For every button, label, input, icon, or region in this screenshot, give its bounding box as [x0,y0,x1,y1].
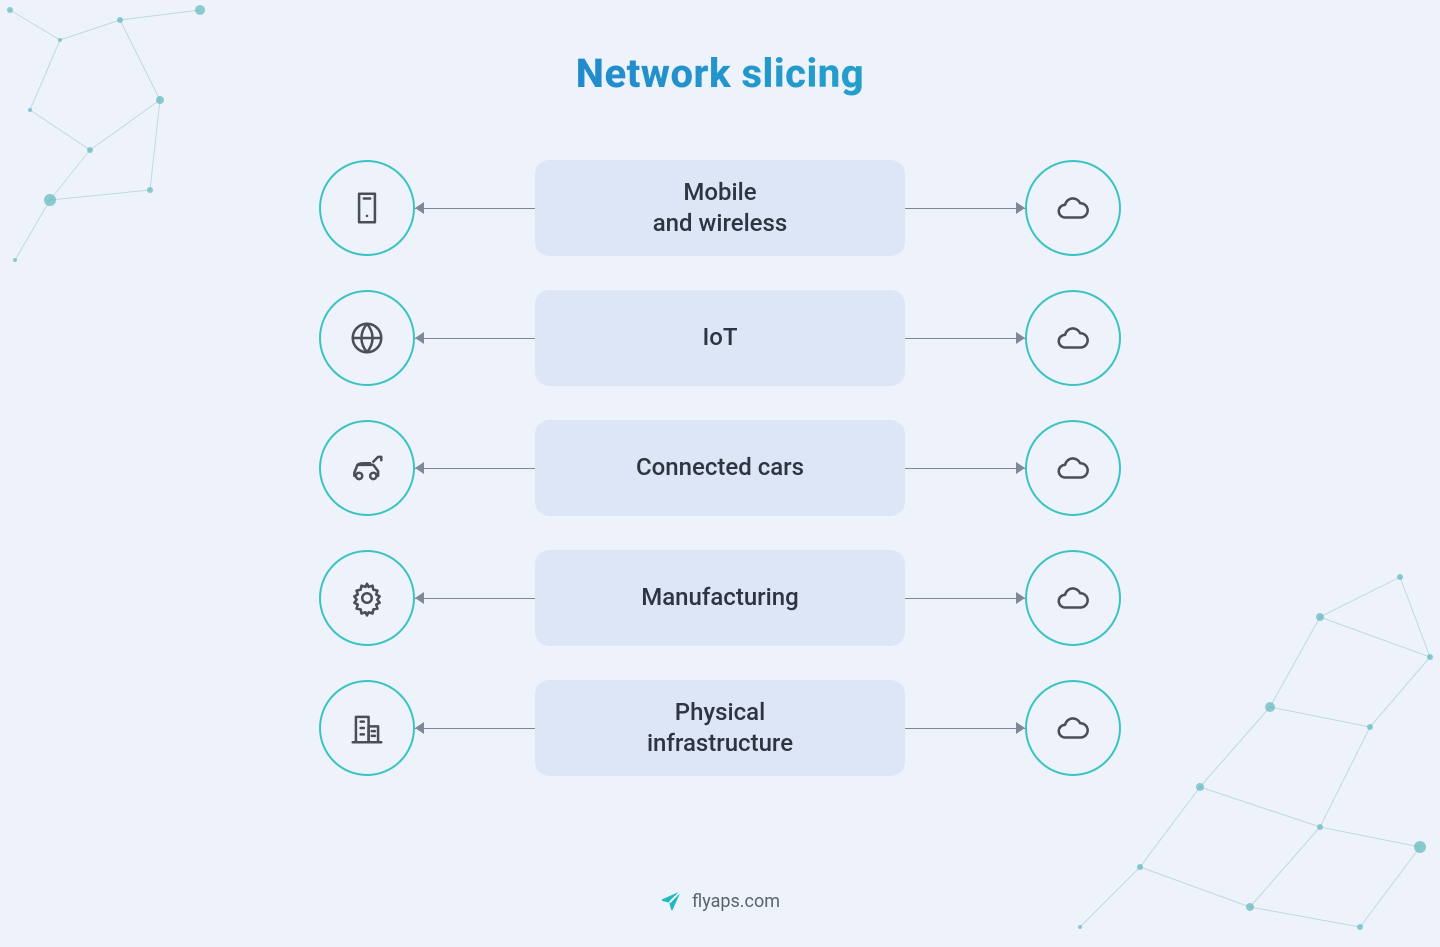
arrow-left [415,468,535,469]
cloud-icon [1054,449,1092,487]
footer: flyaps.com [0,890,1440,912]
circle-cloud [1025,420,1121,516]
circle-server [319,160,415,256]
arrow-left [415,728,535,729]
footer-text: flyaps.com [692,891,780,912]
circle-cloud [1025,680,1121,776]
slice-row: IoT [319,290,1121,386]
circle-ev-car [319,420,415,516]
arrow-right [905,468,1025,469]
cloud-icon [1054,579,1092,617]
slice-box: Connected cars [535,420,905,516]
slice-label: Mobile and wireless [653,177,788,239]
paper-plane-icon [660,890,682,912]
slice-row: Connected cars [319,420,1121,516]
slice-box: Manufacturing [535,550,905,646]
page-title: Network slicing [0,50,1440,97]
slice-label: Manufacturing [641,582,798,613]
circle-cloud [1025,550,1121,646]
cloud-icon [1054,189,1092,227]
circle-cloud [1025,290,1121,386]
circle-gear [319,550,415,646]
arrow-right [905,598,1025,599]
rows-container: Mobile and wireless IoT Connected cars Manu… [0,160,1440,776]
building-icon [348,709,386,747]
circle-globe [319,290,415,386]
slice-box: Mobile and wireless [535,160,905,256]
slice-label: IoT [702,322,737,353]
server-icon [348,189,386,227]
ev-car-icon [348,449,386,487]
slice-row: Physical infrastructure [319,680,1121,776]
globe-icon [348,319,386,357]
cloud-icon [1054,709,1092,747]
circle-building [319,680,415,776]
slice-row: Mobile and wireless [319,160,1121,256]
slice-box: IoT [535,290,905,386]
gear-icon [348,579,386,617]
cloud-icon [1054,319,1092,357]
diagram-canvas: Network slicing Mobile and wireless IoT Co… [0,0,1440,947]
circle-cloud [1025,160,1121,256]
arrow-left [415,338,535,339]
arrow-right [905,728,1025,729]
arrow-left [415,598,535,599]
arrow-left [415,208,535,209]
slice-row: Manufacturing [319,550,1121,646]
arrow-right [905,338,1025,339]
slice-label: Physical infrastructure [647,697,793,759]
slice-box: Physical infrastructure [535,680,905,776]
slice-label: Connected cars [636,452,804,483]
arrow-right [905,208,1025,209]
